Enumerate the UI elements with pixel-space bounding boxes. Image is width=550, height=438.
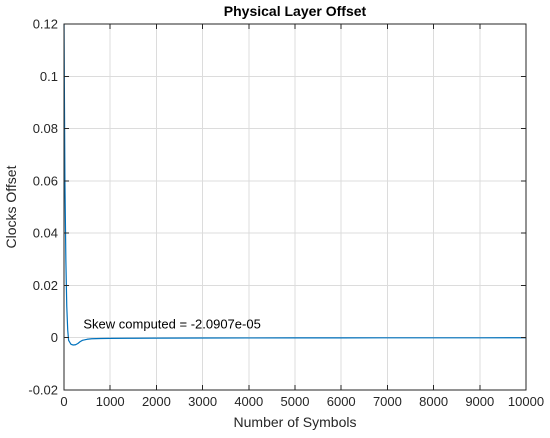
x-axis-label: Number of Symbols <box>234 414 357 430</box>
x-tick-label: 8000 <box>419 394 448 409</box>
ticks: 0 1000 2000 3000 4000 5000 6000 7000 8000 9000 100… <box>28 17 544 410</box>
y-tick-label: 0.1 <box>40 69 58 84</box>
x-tick-label: 2000 <box>142 394 171 409</box>
y-tick-label: 0 <box>51 330 58 345</box>
x-tick-label: 3000 <box>188 394 217 409</box>
x-tick-label: 5000 <box>281 394 310 409</box>
series-line <box>63 23 527 346</box>
y-axis-label: Clocks Offset <box>3 165 19 248</box>
x-tick-label: 7000 <box>373 394 402 409</box>
skew-annotation: Skew computed = -2.0907e-05 <box>83 317 260 332</box>
chart-title: Physical Layer Offset <box>224 3 367 19</box>
x-tick-label: 9000 <box>465 394 494 409</box>
y-tick-label: 0.08 <box>33 121 58 136</box>
y-tick-label: -0.02 <box>28 383 58 398</box>
series-layer <box>63 23 527 346</box>
y-tick-label: 0.12 <box>33 17 58 32</box>
y-tick-label: 0.04 <box>33 226 58 241</box>
x-tick-label: 1000 <box>96 394 125 409</box>
x-tick-label: 0 <box>60 394 67 409</box>
x-tick-label: 6000 <box>327 394 356 409</box>
x-tick-label: 4000 <box>234 394 263 409</box>
y-tick-label: 0.06 <box>33 173 58 188</box>
y-tick-label: 0.02 <box>33 278 58 293</box>
x-tick-label: 10000 <box>508 394 544 409</box>
